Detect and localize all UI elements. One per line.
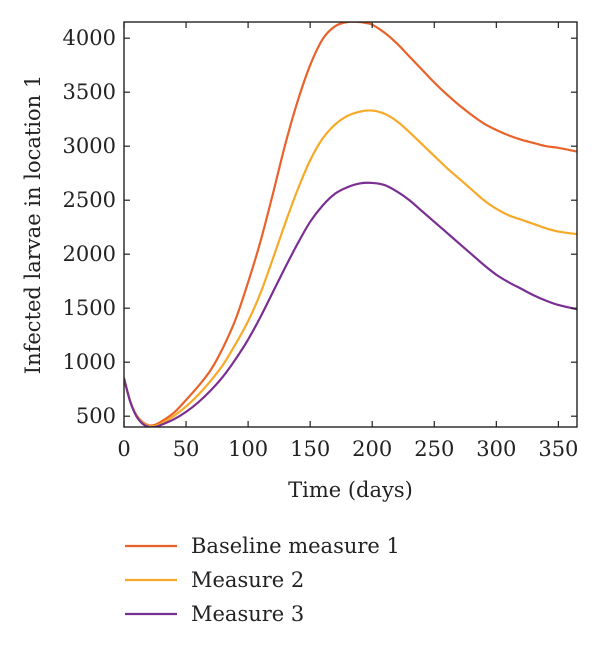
legend-label: Measure 2	[191, 568, 304, 592]
x-tick-label: 250	[414, 437, 454, 461]
x-tick-label: 100	[228, 437, 268, 461]
legend-item-2: Measure 2	[125, 568, 304, 592]
y-tick-label: 500	[76, 404, 116, 428]
ticks-layer: 0 50 100 150 200 250 300 350 500 1000 1500 2000 2500…	[63, 22, 578, 461]
series-layer	[124, 22, 577, 427]
legend-label: Measure 3	[191, 602, 304, 626]
series-line-1	[124, 22, 577, 427]
y-axis-label: Infected larvae in location 1	[21, 75, 45, 374]
y-tick-label: 1500	[63, 296, 116, 320]
x-tick-label: 50	[173, 437, 200, 461]
y-tick-label: 4000	[63, 26, 116, 50]
x-tick-label: 150	[290, 437, 330, 461]
series-line-3	[124, 181, 577, 427]
axes-layer	[123, 21, 578, 428]
legend-label: Baseline measure 1	[191, 534, 400, 558]
x-tick-label: 300	[476, 437, 516, 461]
legend: Baseline measure 1 Measure 2 Measure 3	[125, 534, 400, 626]
x-tick-label: 200	[352, 437, 392, 461]
y-tick-label: 3000	[63, 134, 116, 158]
x-axis-label: Time (days)	[288, 478, 413, 502]
y-tick-label: 1000	[63, 350, 116, 374]
plot-frame	[123, 21, 578, 428]
y-tick-label: 2500	[63, 188, 116, 212]
legend-item-3: Measure 3	[125, 602, 304, 626]
x-tick-label: 0	[117, 437, 130, 461]
y-tick-label: 2000	[63, 242, 116, 266]
series-line-2	[124, 109, 577, 427]
legend-item-1: Baseline measure 1	[125, 534, 400, 558]
y-tick-label: 3500	[63, 80, 116, 104]
x-tick-label: 350	[538, 437, 578, 461]
